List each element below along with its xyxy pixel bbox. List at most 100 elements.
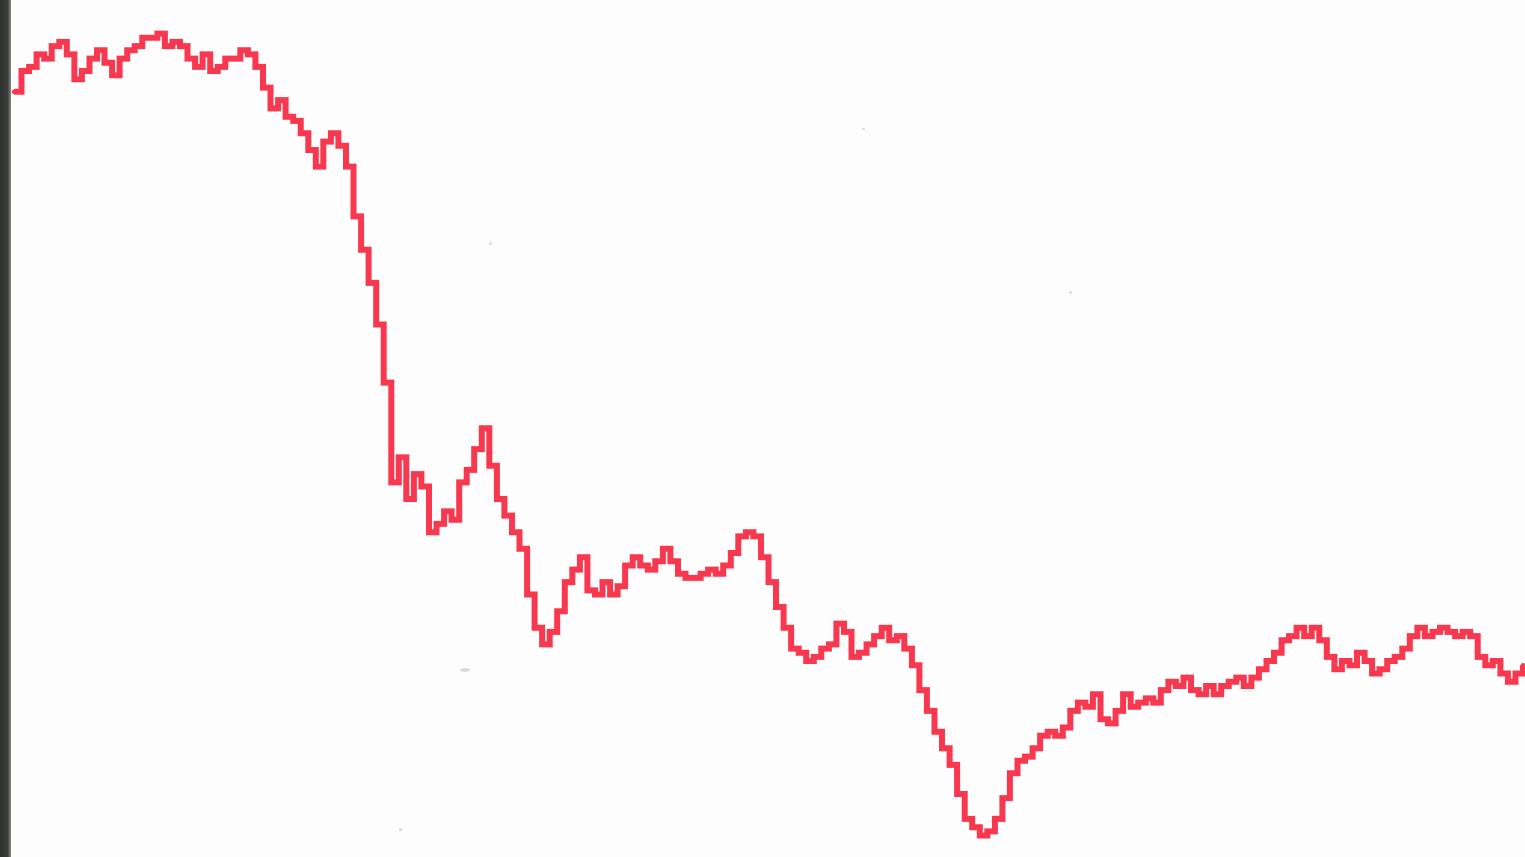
- data-point: [283, 114, 288, 119]
- data-point: [1385, 658, 1390, 664]
- data-point: [1490, 658, 1496, 664]
- data-point: [472, 446, 477, 452]
- data-point: [313, 164, 318, 169]
- data-point: [260, 85, 266, 90]
- scan-speck: [862, 128, 865, 130]
- left-border-strip: [0, 0, 11, 857]
- data-point: [1377, 667, 1382, 672]
- data-point: [1136, 700, 1141, 705]
- data-point: [758, 555, 764, 560]
- data-point: [1120, 692, 1126, 697]
- data-point: [924, 708, 930, 714]
- data-point: [411, 471, 417, 477]
- data-point: [788, 646, 794, 651]
- data-point: [577, 555, 583, 560]
- data-point: [1369, 671, 1375, 676]
- data-point: [155, 31, 160, 36]
- data-point: [1143, 696, 1149, 701]
- data-point: [834, 621, 839, 626]
- data-point: [1452, 633, 1458, 639]
- data-point: [555, 609, 560, 614]
- data-point: [517, 546, 522, 551]
- data-point: [1060, 725, 1066, 730]
- data-point: [79, 68, 85, 74]
- data-point: [1286, 633, 1292, 639]
- data-point: [894, 633, 899, 639]
- data-point: [1392, 654, 1397, 660]
- data-point: [192, 64, 198, 70]
- data-point: [26, 64, 32, 70]
- data-point: [1211, 692, 1216, 697]
- series-line-0: [14, 30, 1525, 839]
- data-point: [630, 555, 635, 560]
- data-point: [947, 762, 952, 768]
- data-point: [11, 89, 17, 95]
- data-point: [49, 43, 54, 49]
- data-point: [1181, 675, 1186, 680]
- data-point: [871, 633, 877, 639]
- data-point: [419, 484, 424, 489]
- data-point: [977, 833, 982, 838]
- data-point: [404, 496, 409, 502]
- scan-speck: [399, 828, 402, 831]
- data-point: [1241, 683, 1247, 689]
- data-point: [132, 43, 137, 49]
- data-point: [856, 650, 862, 655]
- data-point: [479, 426, 484, 431]
- data-point: [1513, 671, 1518, 676]
- data-point: [902, 646, 907, 651]
- data-point: [200, 52, 205, 57]
- data-point: [766, 579, 771, 585]
- data-point: [1083, 704, 1088, 709]
- data-point: [841, 629, 847, 635]
- data-point: [1475, 654, 1480, 660]
- data-point: [1068, 708, 1073, 714]
- data-point: [970, 825, 975, 830]
- data-point: [585, 588, 590, 593]
- data-point: [162, 43, 168, 49]
- scan-speck: [1069, 291, 1072, 294]
- data-point: [1090, 692, 1096, 697]
- data-point: [457, 480, 462, 485]
- data-point: [185, 56, 190, 61]
- data-point: [389, 480, 394, 485]
- data-point: [381, 380, 386, 385]
- data-point: [1430, 629, 1435, 635]
- data-point: [487, 463, 492, 468]
- data-point: [1113, 708, 1118, 714]
- data-point: [1422, 633, 1428, 639]
- data-point: [1151, 700, 1156, 705]
- data-point: [358, 247, 364, 252]
- data-point: [1354, 650, 1360, 655]
- data-point: [849, 654, 854, 660]
- data-point: [939, 746, 945, 751]
- data-point: [796, 650, 801, 655]
- data-point: [1400, 646, 1405, 651]
- data-point: [1007, 771, 1013, 776]
- data-point: [298, 131, 303, 136]
- data-point: [562, 579, 567, 585]
- data-point: [502, 513, 507, 518]
- data-point: [366, 280, 371, 286]
- data-point: [1105, 721, 1111, 726]
- data-point: [306, 147, 311, 153]
- data-point: [343, 164, 349, 169]
- data-point: [826, 642, 832, 647]
- data-point: [1309, 625, 1314, 630]
- data-point: [1075, 700, 1081, 705]
- data-point: [1037, 733, 1043, 738]
- data-point: [1460, 629, 1465, 635]
- data-point: [1045, 729, 1050, 734]
- data-point: [1203, 683, 1209, 689]
- data-point: [396, 455, 401, 460]
- data-point: [125, 48, 130, 53]
- data-point: [245, 52, 251, 57]
- data-point: [449, 517, 454, 522]
- data-point: [230, 56, 235, 61]
- data-point: [539, 642, 545, 647]
- data-point: [336, 143, 341, 148]
- data-point: [253, 64, 258, 70]
- data-point: [917, 687, 922, 693]
- data-point: [954, 791, 960, 797]
- data-point: [592, 592, 598, 597]
